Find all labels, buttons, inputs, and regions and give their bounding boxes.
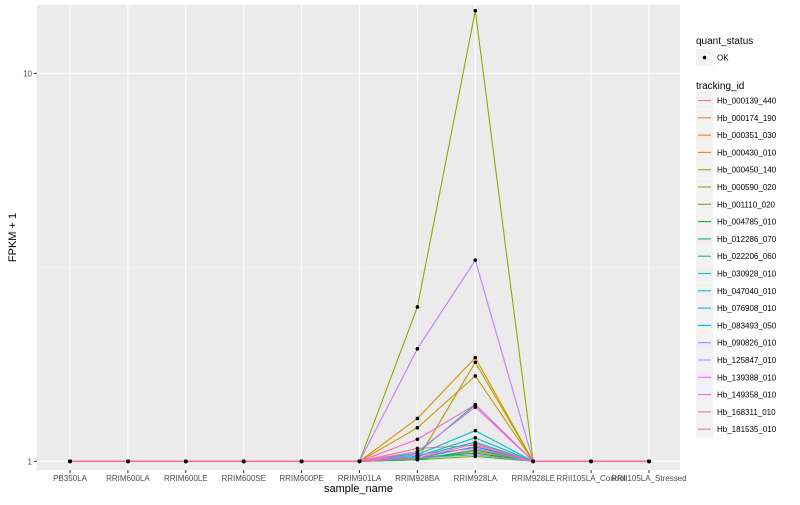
data-point [415,347,420,351]
x-tick-label: PB350LA [53,474,87,483]
data-point [415,452,420,457]
data-point [68,459,72,464]
data-point [473,402,478,407]
legend-label: Hb_181535_010 [717,425,777,434]
data-point [473,436,478,440]
data-point [531,459,535,464]
x-tick-label: RRIM928LE [511,474,555,483]
y-axis-title: FPKM + 1 [7,213,19,262]
legend-label: Hb_090826_010 [717,339,777,348]
legend-point [702,55,707,60]
legend-label: Hb_000590_020 [717,183,777,192]
x-tick-label: RRIM600LA [106,474,150,483]
legend-label: Hb_000174_190 [717,114,777,123]
legend-label: Hb_004785_010 [717,218,777,227]
data-point [184,459,188,464]
data-point [415,446,420,451]
x-tick-label: RRIM928BA [395,474,440,483]
data-point [415,437,420,442]
legend-label: Hb_001110_020 [717,200,776,209]
y-tick-label: 1 [28,457,33,466]
legend-title: quant_status [696,36,753,47]
data-point [589,459,593,464]
data-point [357,459,362,464]
legend-label: Hb_000351_030 [717,131,777,140]
y-tick-label: 10 [23,69,32,78]
legend-label: Hb_139388_010 [717,373,777,382]
legend-label: Hb_000139_440 [717,97,777,106]
legend-label: Hb_149358_010 [717,391,777,400]
data-point [473,258,478,262]
data-point [473,428,478,433]
legend-label: Hb_125847_010 [717,356,777,365]
x-tick-label: RRII105LA_Control [556,474,626,483]
data-point [473,374,478,378]
data-point [415,416,420,421]
legend-label: Hb_000450_140 [717,166,777,175]
legend-label: OK [717,54,729,63]
x-tick-label: RRIM600LE [164,474,208,483]
legend-label: Hb_047040_010 [717,287,777,296]
legend-label: Hb_000430_010 [717,148,777,157]
data-point [473,8,478,13]
legend-label: Hb_076908_010 [717,304,777,313]
data-point [473,452,478,457]
legend-label: Hb_022206_060 [717,252,777,261]
x-tick-label: RRIM600PE [279,474,323,483]
data-point [415,305,420,309]
x-tick-label: RRII105LA_Stressed [611,474,686,483]
data-point [473,446,478,451]
legend-label: Hb_012286_070 [717,235,777,244]
data-point [415,449,420,454]
x-tick-label: RRIM901LA [338,474,382,483]
data-point [473,355,478,360]
data-point [126,459,130,464]
data-point [473,360,478,365]
legend-title: tracking_id [696,81,744,92]
plot-panel [37,5,680,470]
data-point [299,459,304,464]
data-point [415,456,420,460]
x-tick-label: RRIM928LA [454,474,498,483]
x-axis-title: sample_name [324,483,393,495]
legend-label: Hb_083493_050 [717,321,777,330]
data-point [415,426,420,430]
x-tick-label: RRIM600SE [221,474,265,483]
data-point [647,459,651,464]
data-point [473,441,478,446]
data-point [241,459,246,464]
legend-label: Hb_168311_010 [717,408,776,417]
legend-label: Hb_030928_010 [717,270,777,279]
